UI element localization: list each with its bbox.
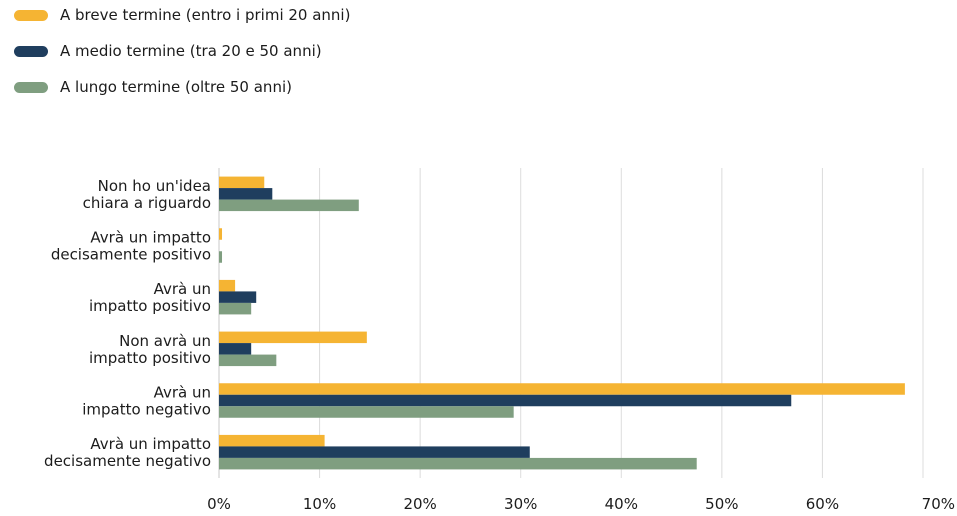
category-label: impatto positivo — [89, 349, 211, 367]
bar — [219, 343, 252, 355]
legend-swatch — [14, 82, 48, 93]
bar — [219, 302, 252, 315]
bar — [219, 228, 223, 240]
bar — [219, 188, 273, 200]
bar — [219, 354, 277, 367]
category-label: Avrà un impatto — [90, 435, 211, 453]
category-label: impatto positivo — [89, 297, 211, 315]
category-label: Non avrà un — [119, 332, 211, 350]
category-label: Avrà un — [154, 384, 211, 402]
x-tick-label: 20% — [403, 495, 436, 513]
x-tick-label: 60% — [806, 495, 839, 513]
x-tick-label: 0% — [207, 495, 231, 513]
category-label: impatto negativo — [82, 401, 211, 419]
category-label: Non ho un'idea — [98, 177, 211, 195]
bar — [219, 406, 514, 418]
legend-swatch — [14, 46, 48, 57]
bar — [219, 331, 367, 344]
x-tick-labels: 0% 10% 20% 30% 40% 50% 60% 70% — [207, 495, 955, 513]
x-tick-label: 30% — [504, 495, 537, 513]
bar — [219, 446, 530, 458]
category-label: Avrà un impatto — [90, 229, 211, 247]
bar — [219, 394, 792, 407]
x-tick-label: 50% — [705, 495, 738, 513]
legend-label: A lungo termine (oltre 50 anni) — [60, 78, 292, 96]
bar — [219, 434, 325, 447]
bar — [219, 199, 359, 212]
legend-label: A medio termine (tra 20 e 50 anni) — [60, 42, 322, 60]
legend-swatch — [14, 10, 48, 21]
bar — [219, 251, 223, 263]
gridlines — [218, 168, 924, 478]
bar — [219, 383, 905, 395]
category-label: decisamente negativo — [44, 452, 211, 470]
legend: A breve termine (entro i primi 20 anni) A… — [14, 6, 350, 96]
x-tick-label: 40% — [605, 495, 638, 513]
bar — [219, 176, 265, 189]
x-tick-label: 10% — [303, 495, 336, 513]
category-label: decisamente positivo — [51, 246, 211, 264]
bar — [219, 279, 236, 292]
legend-label: A breve termine (entro i primi 20 anni) — [60, 6, 350, 24]
bars — [219, 176, 905, 470]
bar — [219, 291, 257, 303]
bar — [219, 457, 697, 470]
x-tick-label: 70% — [922, 495, 955, 513]
category-label: Avrà un — [154, 280, 211, 298]
category-label: chiara a riguardo — [83, 194, 211, 212]
